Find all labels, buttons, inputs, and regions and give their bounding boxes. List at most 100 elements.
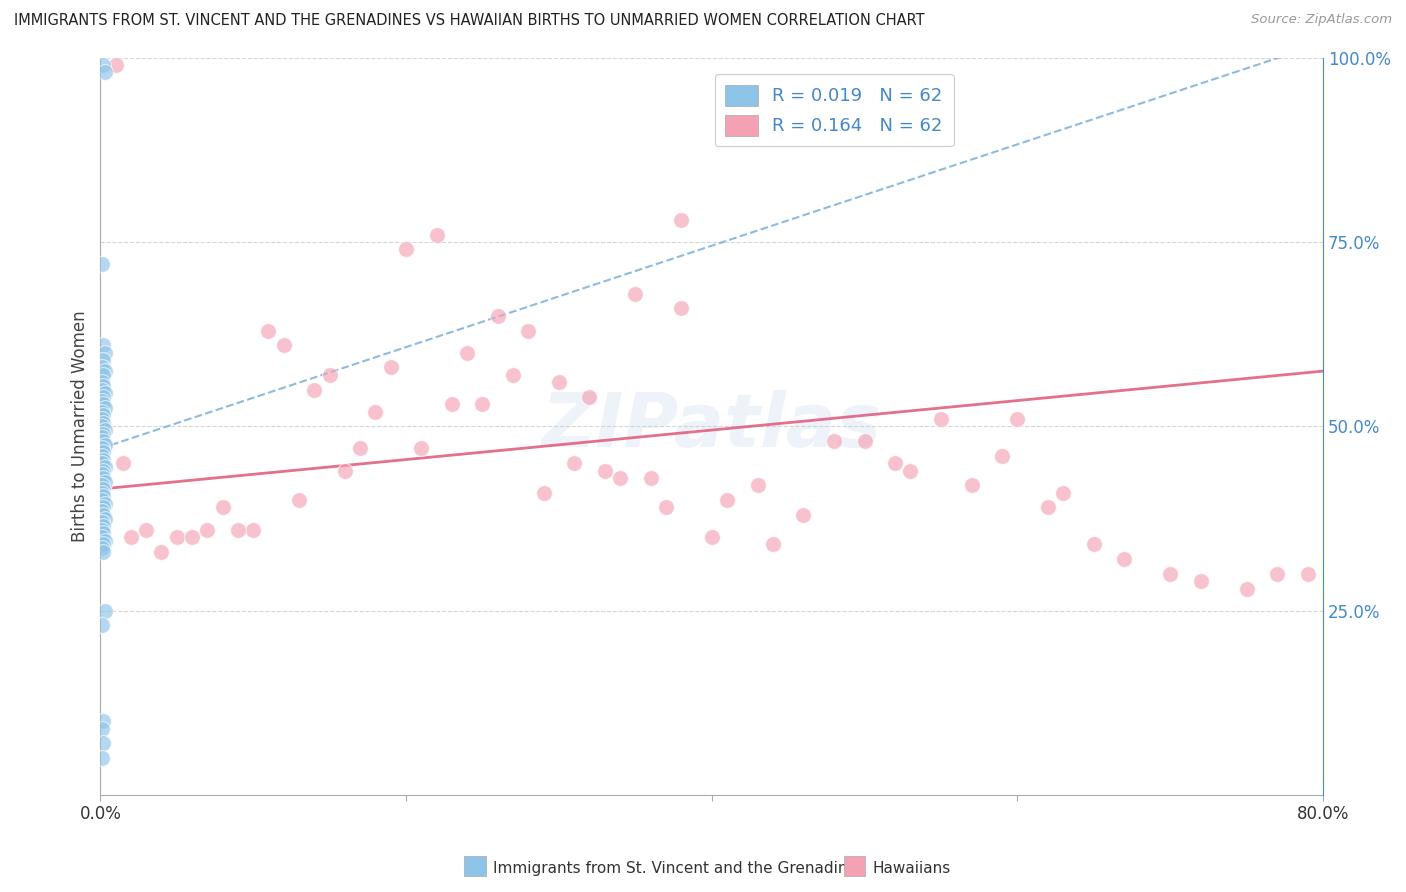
Point — [93, 58, 115, 72]
Point — [94, 386, 117, 401]
Point — [93, 353, 115, 368]
Point — [93, 464, 115, 478]
Point — [90, 478, 112, 492]
Point — [90, 393, 112, 408]
Point — [257, 324, 280, 338]
Point — [624, 286, 647, 301]
Point — [288, 493, 311, 508]
Point — [364, 404, 387, 418]
Point — [823, 434, 845, 449]
Point — [93, 471, 115, 485]
Point — [1036, 500, 1059, 515]
Point — [669, 213, 692, 227]
Point — [1189, 574, 1212, 589]
Point — [471, 397, 494, 411]
Point — [93, 545, 115, 559]
Point — [991, 449, 1014, 463]
Point — [93, 714, 115, 729]
Point — [90, 442, 112, 456]
Point — [411, 442, 433, 456]
Point — [195, 523, 218, 537]
Point — [273, 338, 295, 352]
Text: Hawaiians: Hawaiians — [872, 861, 950, 876]
Point — [578, 390, 600, 404]
Point — [93, 397, 115, 411]
Point — [93, 409, 115, 423]
Point — [929, 412, 952, 426]
Point — [93, 508, 115, 522]
Point — [1265, 566, 1288, 581]
Legend: R = 0.019   N = 62, R = 0.164   N = 62: R = 0.019 N = 62, R = 0.164 N = 62 — [714, 74, 953, 146]
Point — [1236, 582, 1258, 596]
Point — [93, 452, 115, 467]
Point — [94, 497, 117, 511]
Point — [242, 523, 264, 537]
Point — [90, 456, 112, 470]
Point — [395, 243, 418, 257]
Point — [226, 523, 249, 537]
Point — [94, 345, 117, 359]
Point — [90, 449, 112, 463]
Text: Source: ZipAtlas.com: Source: ZipAtlas.com — [1251, 13, 1392, 27]
Point — [1296, 566, 1319, 581]
Point — [94, 423, 117, 437]
Point — [1052, 485, 1074, 500]
Point — [700, 530, 723, 544]
Point — [960, 478, 983, 492]
Point — [90, 618, 112, 632]
Point — [90, 530, 112, 544]
Point — [90, 485, 112, 500]
Point — [669, 301, 692, 316]
Y-axis label: Births to Unmarried Women: Births to Unmarried Women — [72, 310, 89, 542]
Point — [93, 537, 115, 551]
Point — [104, 58, 127, 72]
Point — [456, 345, 478, 359]
Point — [716, 493, 738, 508]
Point — [486, 309, 509, 323]
Point — [94, 533, 117, 548]
Point — [333, 464, 356, 478]
Point — [90, 257, 112, 271]
Point — [93, 390, 115, 404]
Point — [93, 434, 115, 449]
Point — [90, 523, 112, 537]
Point — [655, 500, 678, 515]
Point — [90, 515, 112, 529]
Point — [181, 530, 204, 544]
Point — [90, 375, 112, 389]
Point — [517, 324, 540, 338]
Point — [609, 471, 631, 485]
Point — [502, 368, 524, 382]
Point — [90, 751, 112, 765]
Point — [640, 471, 662, 485]
Point — [90, 430, 112, 444]
Point — [440, 397, 463, 411]
Point — [93, 736, 115, 750]
Point — [112, 456, 135, 470]
Point — [90, 412, 112, 426]
Point — [94, 401, 117, 415]
Point — [1114, 552, 1136, 566]
Point — [211, 500, 233, 515]
Point — [900, 464, 922, 478]
Point — [94, 604, 117, 618]
Point — [90, 404, 112, 418]
Point — [1007, 412, 1029, 426]
Point — [93, 519, 115, 533]
Point — [762, 537, 785, 551]
Point — [93, 338, 115, 352]
Point — [90, 722, 112, 736]
Point — [93, 445, 115, 459]
Point — [93, 526, 115, 541]
Point — [93, 416, 115, 430]
Point — [94, 438, 117, 452]
Point — [304, 383, 326, 397]
Point — [93, 500, 115, 515]
Point — [792, 508, 814, 522]
Point — [93, 426, 115, 441]
Point — [349, 442, 371, 456]
Point — [533, 485, 555, 500]
Point — [90, 504, 112, 518]
Point — [1083, 537, 1105, 551]
Point — [593, 464, 616, 478]
